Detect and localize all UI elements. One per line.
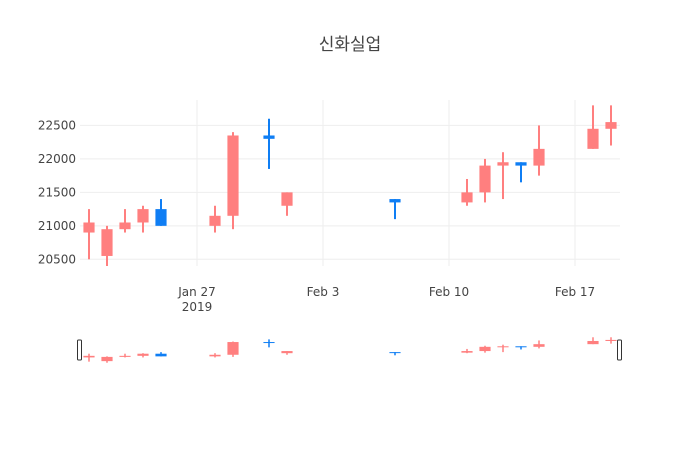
candle-body [515,162,527,166]
candle-layer[interactable] [83,105,617,266]
candle[interactable] [137,205,149,233]
slider-candle-body [281,351,293,354]
candle[interactable] [533,125,545,176]
candle-body [137,209,149,223]
chart-title: 신화실업 [319,35,382,55]
slider-candle [479,345,491,353]
slider-candle [119,353,131,358]
candle[interactable] [461,178,473,206]
candle[interactable] [119,209,131,233]
y-tick-label: 21500 [38,185,76,199]
slider-candle [209,353,221,358]
candle-body [587,128,599,149]
grid-layer [80,100,620,266]
candle[interactable] [515,162,527,183]
slider-candle [101,356,113,363]
y-tick-label: 21000 [38,219,76,233]
slider-candle-body [479,346,491,352]
range-slider-left-handle[interactable] [77,339,82,361]
candle[interactable] [83,209,95,260]
x-tick-label: Feb 17 [555,285,595,299]
slider-candle-body [137,353,149,356]
candle-body [605,122,617,129]
slider-candle [515,346,527,350]
candle-body [461,192,473,203]
x-tick-sublabel: 2019 [182,300,213,314]
slider-candle-body [155,353,167,357]
candle-body [119,222,131,230]
slider-candle-body [389,352,401,354]
slider-candle-body [83,355,95,358]
slider-candle [155,352,167,357]
candle[interactable] [263,118,275,169]
candle-body [155,209,167,226]
slider-candle [263,339,275,348]
range-slider[interactable] [77,337,622,363]
slider-candle [227,341,239,357]
slider-candle [389,352,401,356]
slider-candle [83,353,95,362]
candle[interactable] [389,199,401,220]
slider-candle-body [587,340,599,345]
candle[interactable] [209,205,221,233]
candle-body [533,148,545,166]
slider-candle [605,337,617,344]
slider-candle-body [227,342,239,355]
slider-candle [137,353,149,358]
slider-candle-body [497,346,509,348]
y-tick-label: 20500 [38,252,76,266]
candle-body [209,215,221,226]
slider-candle [533,340,545,349]
candle[interactable] [155,199,167,226]
slider-candle [497,344,509,353]
candle[interactable] [101,225,113,266]
slider-candle-body [209,354,221,357]
candle-body [479,165,491,193]
candle-body [281,192,293,206]
candle-body [227,135,239,216]
slider-candle-body [605,339,617,341]
candle[interactable] [479,158,491,203]
slider-candle [587,337,599,345]
slider-candle-body [515,346,527,348]
candle-body [83,222,95,233]
candle[interactable] [227,132,239,230]
candle[interactable] [605,105,617,146]
y-tick-label: 22000 [38,152,76,166]
candle[interactable] [497,152,509,200]
slider-candle-body [263,342,275,344]
candle[interactable] [587,105,599,149]
x-tick-label: Feb 3 [307,285,340,299]
slider-candle-body [119,355,131,357]
range-slider-right-handle[interactable] [617,339,622,361]
slider-candle [461,348,473,354]
y-tick-label: 22500 [38,118,76,132]
x-tick-label: Feb 10 [429,285,469,299]
candle-body [263,135,275,139]
slider-candle [281,351,293,355]
y-axis: 20500 21000 21500 22000 22500 [38,118,76,266]
candle[interactable] [281,192,293,216]
x-tick-label: Jan 27 [177,285,216,299]
candle-body [497,162,509,166]
slider-candle-body [533,344,545,347]
candle-body [101,229,113,256]
candle-body [389,199,401,203]
slider-candle-body [461,351,473,353]
slider-candle-body [101,356,113,362]
